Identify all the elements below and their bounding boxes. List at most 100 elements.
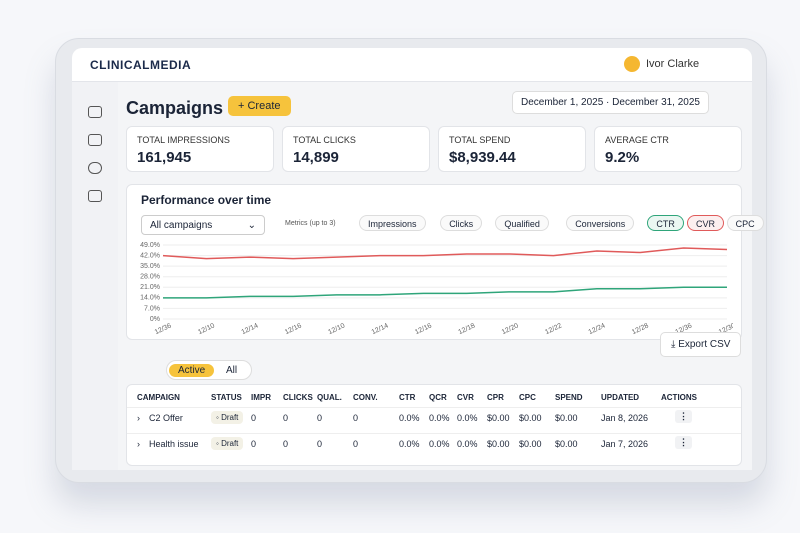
cell: 0 [251, 413, 257, 423]
expand-chevron[interactable]: › [137, 439, 140, 449]
column-header: CLICKS [283, 393, 313, 402]
export-button[interactable]: ⤓ Export CSV [660, 332, 742, 357]
cell: 0.0% [457, 413, 478, 423]
export-label[interactable]: Export CSV [678, 339, 731, 350]
nav-dashboard[interactable] [88, 106, 102, 118]
stat-card: TOTAL CLICKS 14,899 [282, 126, 430, 172]
stat-label: TOTAL IMPRESSIONS [137, 135, 230, 145]
x-tick-label: 12/36 [154, 322, 173, 336]
cell: Jan 8, 2026 [601, 413, 649, 423]
cell: 0 [317, 413, 323, 423]
content: Campaigns + Create December 1, 2025 · De… [118, 82, 764, 470]
tab-all[interactable]: All [226, 365, 238, 376]
metric-toggle[interactable]: Impressions [359, 215, 426, 231]
cell: $0.00 [519, 413, 542, 423]
cell: 0.0% [399, 413, 420, 423]
chart-panel: Performance over time All campaigns ⌄ Me… [126, 184, 764, 340]
tab-active[interactable]: Active [169, 364, 215, 377]
x-tick-label: 12/20 [501, 322, 520, 336]
metric-toggle[interactable]: CTR [647, 215, 684, 231]
row-actions[interactable]: ⋮ [675, 410, 692, 423]
cell: 0.0% [429, 439, 450, 449]
stat-card: TOTAL IMPRESSIONS 161,945 [126, 126, 274, 172]
cell: 0 [283, 439, 289, 449]
column-header: STATUS [211, 393, 242, 402]
column-header: SPEND [555, 393, 583, 402]
stat-value: 161,945 [137, 149, 192, 166]
row-actions[interactable]: ⋮ [675, 436, 692, 449]
cell: 0 [251, 439, 257, 449]
column-header: ACTIONS [661, 393, 697, 402]
column-header: IMPR [251, 393, 271, 402]
series-line [163, 286, 727, 299]
x-tick-label: 12/22 [544, 322, 563, 336]
column-header: CAMPAIGN [137, 393, 180, 402]
status-chip: ◦ Draft [211, 411, 244, 424]
avatar[interactable] [624, 56, 640, 72]
chart: 0% 7.0% 14.0% 21.0% 28.0% 35.0% 42.0% 49.0% 12/3… [140, 242, 733, 336]
metric-toggle[interactable]: CVR [687, 215, 725, 231]
x-tick-label: 12/10 [197, 322, 216, 336]
x-tick-label: 12/18 [457, 322, 476, 336]
stat-value: 14,899 [293, 149, 339, 166]
column-header: QUAL. [317, 393, 342, 402]
create-label[interactable]: Create [247, 100, 281, 112]
cell: $0.00 [555, 413, 578, 423]
nav-users[interactable] [88, 162, 102, 174]
column-header: CPC [519, 393, 536, 402]
y-tick-label: 7.0% [144, 305, 160, 312]
cell: 0.0% [399, 439, 420, 449]
x-tick-label: 12/16 [414, 322, 433, 336]
cell: 0 [353, 413, 359, 423]
status: Draft [221, 413, 239, 422]
tabs: Active All [166, 360, 252, 380]
stat-label: AVERAGE CTR [605, 135, 669, 145]
stat-label: TOTAL SPEND [449, 135, 511, 145]
series-line [162, 247, 728, 260]
cell: 0 [353, 439, 359, 449]
status: Draft [221, 439, 239, 448]
cell: 0.0% [457, 439, 478, 449]
y-tick-label: 28.0% [140, 274, 160, 281]
cell: $0.00 [555, 439, 578, 449]
cell: $0.00 [487, 439, 510, 449]
metric-toggle[interactable]: Conversions [566, 215, 635, 231]
page-title: Campaigns [126, 98, 224, 118]
user-name[interactable]: Ivor Clarke [646, 58, 700, 70]
stat-value: $8,939.44 [449, 149, 516, 166]
x-tick-label: 12/28 [631, 322, 650, 336]
row-divider [127, 407, 741, 408]
campaign-table: CAMPAIGN STATUS IMPR CLICKS QUAL. CONV. CTR QCR… [126, 384, 742, 466]
cell: $0.00 [519, 439, 542, 449]
expand-chevron[interactable]: › [137, 413, 140, 423]
x-tick-label: 12/10 [327, 322, 346, 336]
column-header: UPDATED [601, 393, 640, 402]
y-tick-label: 0% [150, 316, 160, 323]
y-tick-label: 42.0% [140, 252, 160, 259]
campaign-name: Health issue [149, 439, 199, 449]
x-tick-label: 12/14 [371, 322, 390, 336]
create-button[interactable]: + Create [228, 96, 291, 116]
metric-toggle[interactable]: Clicks [440, 215, 483, 231]
metric-toggle[interactable]: Qualified [495, 215, 549, 231]
nav-briefcase[interactable] [88, 190, 102, 202]
date-range[interactable]: December 1, 2025 · December 31, 2025 [512, 91, 709, 114]
x-tick-label: 12/16 [284, 322, 303, 336]
status-chip: ◦ Draft [211, 437, 244, 450]
campaign-name: C2 Offer [149, 413, 183, 423]
stat-label: TOTAL CLICKS [293, 135, 356, 145]
cell: 0 [317, 439, 323, 449]
column-header: CONV. [353, 393, 378, 402]
stat-card: AVERAGE CTR 9.2% [594, 126, 742, 172]
x-tick-label: 12/24 [588, 322, 607, 336]
campaign-dropdown[interactable]: All campaigns ⌄ [141, 215, 265, 235]
stat-card: TOTAL SPEND $8,939.44 [438, 126, 586, 172]
nav-billing[interactable] [88, 134, 102, 146]
dropdown-label[interactable]: All campaigns [150, 220, 213, 231]
stat-value: 9.2% [605, 149, 640, 166]
metric-toggle[interactable]: CPC [726, 215, 764, 231]
panel-title: Performance over time [141, 193, 272, 207]
column-header: QCR [429, 393, 447, 402]
cell: $0.00 [487, 413, 510, 423]
